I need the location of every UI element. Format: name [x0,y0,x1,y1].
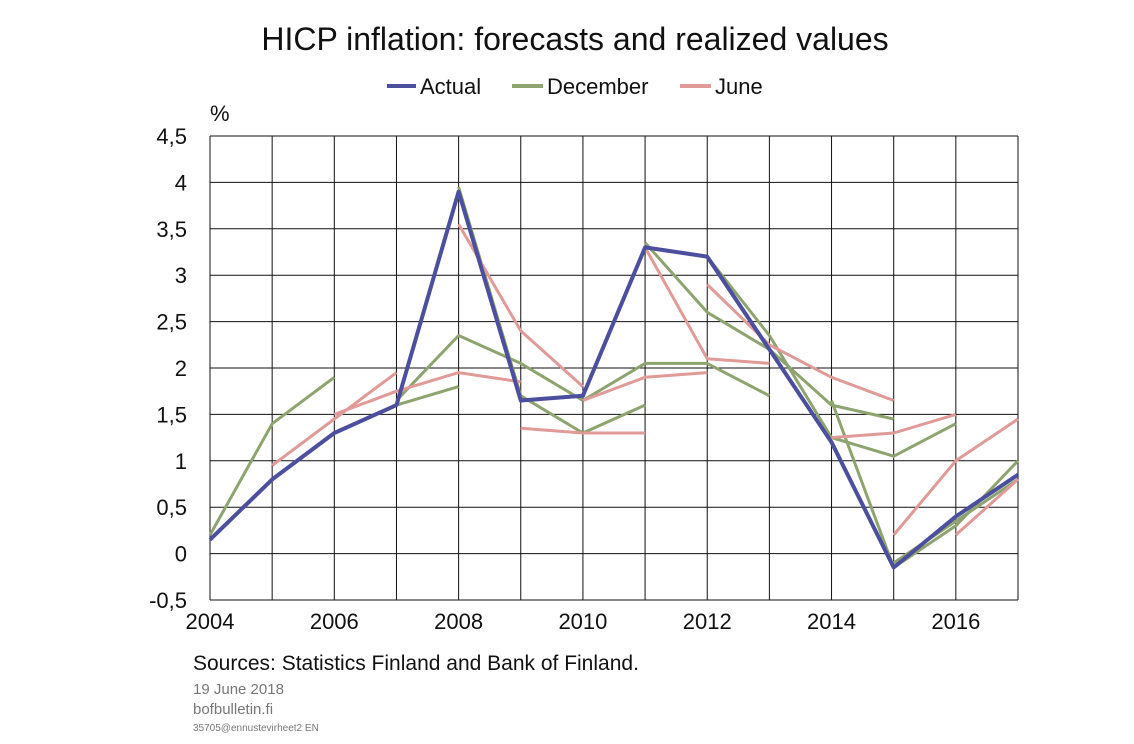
series-line-june [333,371,522,416]
x-tick-label: 2012 [683,609,732,634]
series-line-june [582,371,708,402]
x-tick-label: 2006 [310,609,359,634]
x-tick-label: 2014 [807,609,856,634]
y-tick-label: 3,5 [156,217,187,242]
legend-label-june: June [715,74,763,99]
y-tick-label: 3 [175,263,187,288]
series-lines [208,186,1020,570]
x-tick-label: 2004 [186,609,235,634]
y-tick-label: 2,5 [156,310,187,335]
y-axis-unit: % [210,101,230,126]
y-tick-label: 0,5 [156,495,187,520]
site-name: bofbulletin.fi [193,701,273,718]
y-tick-label: 1,5 [156,402,187,427]
series-line-actual [208,189,1020,570]
series-line-june [271,371,398,467]
y-tick-label: 4,5 [156,124,187,149]
x-tick-labels: 2004 2006 2008 2010 2012 2014 2016 [186,609,981,634]
series-line-june [831,412,957,440]
x-tick-label: 2008 [434,609,483,634]
series-line-june [643,246,770,365]
grid [209,135,1019,601]
y-tick-label: 4 [175,170,187,195]
x-tick-label: 2016 [931,609,980,634]
y-tick-label: 0 [175,542,187,567]
y-tick-label: -0,5 [149,588,187,613]
series-line-june [954,478,1019,537]
legend: Actual December June [387,74,763,99]
chart-code: 35705@ennustevirheet2 EN [193,723,319,734]
series-line-june [520,426,646,435]
y-tick-label: 2 [175,356,187,381]
series-line-december [395,334,584,402]
series-line-december [582,361,771,402]
legend-label-actual: Actual [420,74,481,99]
chart-title: HICP inflation: forecasts and realized v… [261,21,888,57]
series-line-june [892,417,1019,536]
series-line-june [706,283,895,402]
legend-label-december: December [547,74,648,99]
y-tick-labels: -0,5 0 0,5 1 1,5 2 2,5 3 3,5 4 4,5 [149,124,187,613]
publication-date: 19 June 2018 [193,681,284,698]
sources-note: Sources: Statistics Finland and Bank of … [193,652,639,675]
y-tick-label: 1 [175,449,187,474]
x-tick-label: 2010 [558,609,607,634]
series-line-december [208,376,336,536]
